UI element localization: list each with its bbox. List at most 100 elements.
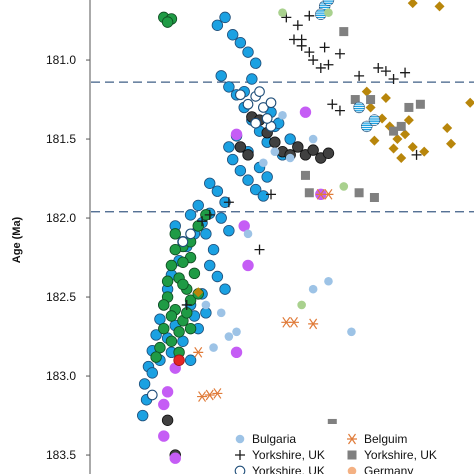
data-point: [315, 188, 326, 200]
data-point: [327, 418, 337, 428]
data-point: [261, 171, 273, 183]
legend-label: Yorkshire, UK: [252, 448, 325, 462]
data-point: [257, 190, 270, 202]
data-point: [300, 170, 310, 180]
data-point: [297, 300, 306, 310]
data-point: [400, 129, 411, 140]
data-point: [270, 147, 280, 156]
legend-marker: [347, 433, 357, 445]
y-tick-label: 181.0: [46, 53, 76, 67]
data-point: [285, 153, 295, 163]
data-point: [242, 46, 254, 58]
data-point: [137, 409, 149, 422]
data-point: [407, 141, 418, 152]
data-point: [292, 141, 304, 153]
legend-marker: [347, 450, 357, 460]
data-point: [361, 86, 372, 97]
data-point: [138, 378, 151, 390]
data-point: [184, 209, 197, 221]
data-point: [177, 236, 189, 248]
data-point: [223, 197, 234, 208]
data-point: [150, 351, 162, 363]
data-point: [315, 62, 326, 73]
data-point: [278, 111, 287, 120]
data-point: [158, 322, 170, 335]
data-point: [434, 1, 445, 12]
data-point: [242, 98, 254, 110]
data-point: [404, 102, 414, 112]
data-point: [249, 183, 262, 196]
data-point: [193, 346, 204, 358]
data-point: [380, 66, 391, 77]
data-point: [265, 97, 277, 109]
y-tick-group: 181.0 181.5 182.0 182.5 183.0 183.5: [46, 53, 90, 462]
data-point: [184, 322, 197, 335]
data-point: [354, 188, 364, 198]
data-point: [211, 185, 224, 197]
data-point: [288, 316, 299, 328]
data-point: [223, 224, 235, 237]
data-point: [292, 20, 303, 31]
data-point: [177, 335, 189, 347]
data-point: [185, 228, 196, 240]
data-point: [181, 299, 192, 310]
data-point: [242, 149, 254, 161]
data-point: [415, 99, 425, 109]
data-point: [230, 128, 243, 141]
data-point: [369, 193, 379, 202]
data-point: [177, 256, 189, 268]
data-point: [169, 243, 181, 256]
data-point: [324, 8, 333, 17]
data-point: [234, 36, 247, 49]
data-point: [366, 95, 376, 105]
reference-lines: [91, 81, 474, 213]
data-point: [266, 189, 277, 200]
data-point: [319, 42, 330, 53]
y-tick-label: 183.5: [46, 448, 76, 462]
data-point: [339, 182, 349, 191]
data-point: [154, 313, 166, 325]
legend-label: Germany: [364, 464, 413, 474]
data-point: [234, 141, 247, 153]
data-point: [223, 81, 235, 93]
legend-label: Yorkshire, UK: [252, 464, 325, 474]
data-point: [204, 389, 215, 401]
data-point: [169, 452, 181, 464]
data-point: [242, 259, 254, 272]
legend-label: Yorkshire, UK: [364, 448, 437, 462]
data-point: [165, 335, 178, 347]
data-point: [207, 243, 220, 256]
data-point: [403, 115, 414, 126]
data-point: [204, 259, 216, 272]
data-point: [216, 308, 226, 318]
data-point: [308, 55, 319, 66]
data-point: [215, 212, 227, 224]
data-point: [184, 354, 197, 366]
data-point: [369, 135, 380, 146]
data-point: [334, 48, 345, 59]
data-point: [368, 114, 381, 126]
data-point: [304, 10, 315, 21]
data-point: [327, 99, 338, 110]
data-point: [154, 341, 166, 354]
data-point: [365, 102, 376, 113]
data-point: [230, 346, 243, 359]
y-tick-label: 181.5: [46, 132, 76, 146]
data-point: [215, 70, 227, 82]
data-point: [396, 121, 406, 131]
data-point: [165, 310, 178, 322]
legend-marker: [235, 434, 245, 444]
data-point: [380, 92, 391, 103]
legend-label: Belguim: [364, 432, 407, 446]
data-point: [307, 144, 319, 156]
data-point: [419, 146, 430, 157]
data-point: [347, 327, 356, 337]
data-point: [146, 367, 158, 379]
data-point: [299, 106, 312, 118]
data-point: [161, 414, 174, 426]
data-point: [254, 244, 265, 255]
data-point: [204, 177, 216, 189]
data-point: [304, 47, 315, 58]
data-point: [388, 143, 399, 154]
data-point: [150, 329, 162, 341]
